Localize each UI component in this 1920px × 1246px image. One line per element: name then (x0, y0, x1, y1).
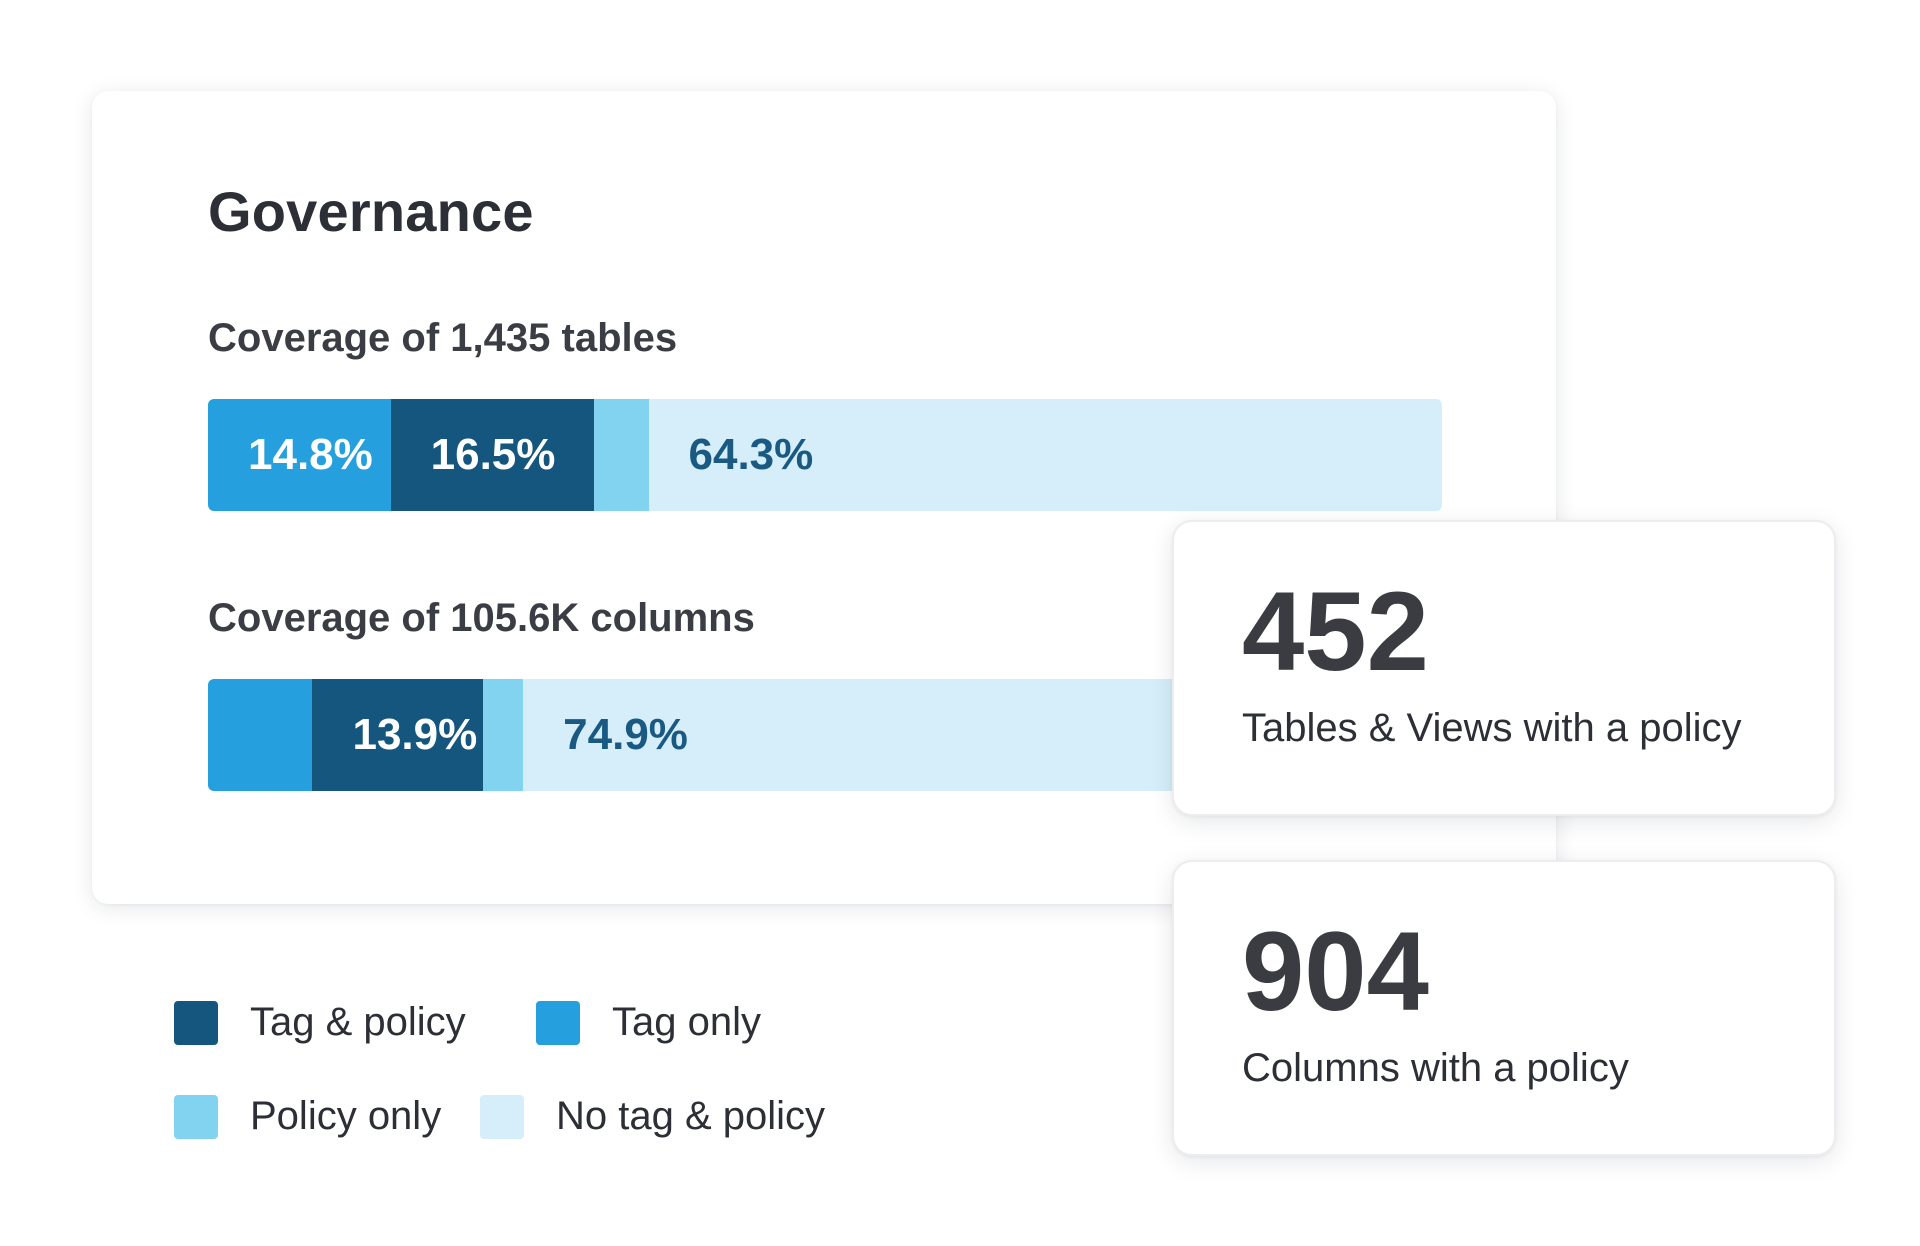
bar-data-label: 14.8% (248, 430, 373, 479)
tables-coverage-bar: 14.8% 16.5% 64.3% (208, 399, 1442, 511)
columns-policy-count: 904 (1242, 909, 1429, 1034)
tables-policy-label: Tables & Views with a policy (1242, 706, 1742, 750)
legend-label: Policy only (250, 1094, 442, 1138)
legend-label: No tag & policy (556, 1094, 826, 1138)
legend-swatch-policy-only (174, 1094, 218, 1139)
bar-segment-tag-only: 14.8% (208, 399, 391, 511)
bar-segment-tag-only (208, 679, 313, 791)
tables-policy-stat-card: 452 Tables & Views with a policy (1172, 520, 1836, 816)
columns-coverage-label: Coverage of 105.6K columns (208, 596, 755, 640)
bar-data-label: 74.9% (563, 710, 688, 759)
columns-policy-label: Columns with a policy (1242, 1046, 1629, 1090)
legend-label: Tag only (612, 1000, 761, 1044)
bar-segment-tag-and-policy: 16.5% (390, 399, 595, 511)
bar-segment-policy-only (483, 679, 524, 791)
legend-item-tag-only: Tag only (536, 1000, 761, 1045)
legend-label: Tag & policy (250, 1000, 466, 1044)
legend-swatch-tag-only (536, 1000, 580, 1045)
columns-policy-stat-card: 904 Columns with a policy (1172, 860, 1836, 1156)
legend-swatch-tag-and-policy (174, 1000, 218, 1045)
card-title: Governance (208, 180, 534, 243)
legend-item-policy-only: Policy only (174, 1094, 441, 1139)
tables-coverage-label: Coverage of 1,435 tables (208, 316, 678, 360)
bar-data-label: 16.5% (430, 430, 556, 479)
bar-segment-tag-and-policy: 13.9% (312, 679, 484, 791)
governance-card: Governance Coverage of 1,435 tables 14.8… (92, 91, 1556, 904)
legend-item-tag-and-policy: Tag & policy (174, 1000, 466, 1045)
legend-item-no-tag-and-policy: No tag & policy (480, 1094, 825, 1139)
tables-policy-count: 452 (1242, 569, 1429, 694)
legend-swatch-no-tag-and-policy (480, 1094, 524, 1139)
bar-data-label: 64.3% (688, 430, 814, 479)
bar-segment-no-tag-and-policy: 64.3% (648, 399, 1442, 511)
bar-segment-policy-only (594, 399, 649, 511)
bar-data-label: 13.9% (352, 710, 478, 759)
